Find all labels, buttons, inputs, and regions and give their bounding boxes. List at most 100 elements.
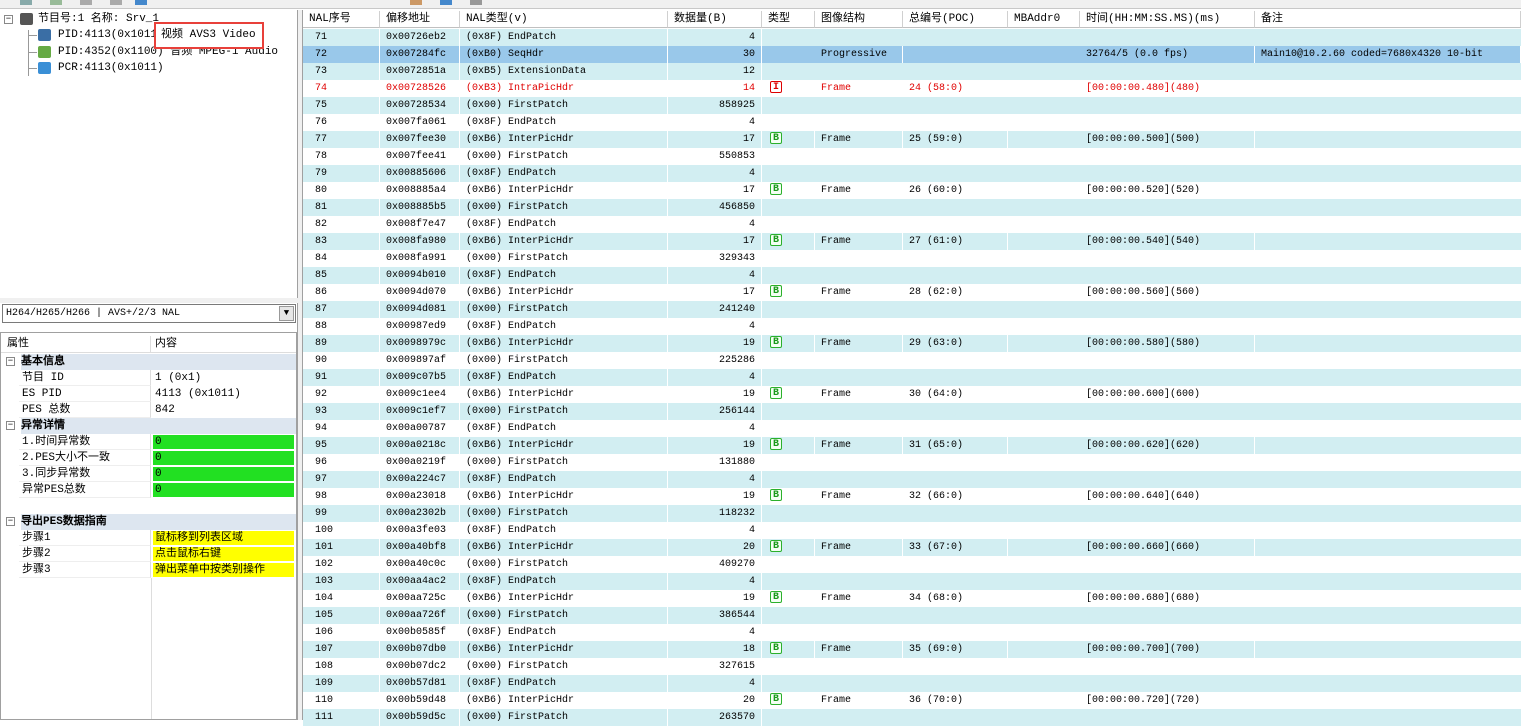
table-cell: 0x007fa061 bbox=[380, 114, 460, 131]
table-row[interactable] bbox=[303, 488, 1521, 505]
section-toggle[interactable]: − bbox=[6, 357, 15, 366]
table-row[interactable] bbox=[303, 641, 1521, 658]
column-header[interactable]: NAL类型(v) bbox=[460, 11, 668, 28]
table-row[interactable] bbox=[303, 352, 1521, 369]
dropdown[interactable]: H264/H265/H266 | AVS+/2/3 NAL ▼ bbox=[2, 304, 296, 323]
table-row[interactable] bbox=[303, 301, 1521, 318]
table-row[interactable] bbox=[303, 335, 1521, 352]
tree-item[interactable]: PCR:4113(0x1011) bbox=[58, 61, 164, 74]
column-header[interactable]: 图像结构 bbox=[815, 11, 903, 28]
section-toggle[interactable]: − bbox=[6, 517, 15, 526]
table-row[interactable] bbox=[303, 182, 1521, 199]
tool-icon[interactable] bbox=[440, 0, 452, 5]
table-row[interactable] bbox=[303, 233, 1521, 250]
tool-icon[interactable] bbox=[80, 0, 92, 5]
table-cell: 0x0072851a bbox=[380, 63, 460, 80]
table-row[interactable] bbox=[303, 46, 1521, 63]
tooltip: 视频 AVS3 Video bbox=[154, 22, 264, 49]
table-row[interactable] bbox=[303, 250, 1521, 267]
table-row[interactable] bbox=[303, 63, 1521, 80]
table-cell: (0xB3) IntraPicHdr bbox=[460, 80, 668, 97]
table-cell: 12 bbox=[668, 63, 762, 80]
table-cell: (0xB6) InterPicHdr bbox=[460, 539, 668, 556]
table-cell: 84 bbox=[303, 250, 380, 267]
table-row[interactable] bbox=[303, 573, 1521, 590]
splitter[interactable] bbox=[0, 298, 298, 303]
table-cell: 19 bbox=[668, 335, 762, 352]
table-cell: 0x00a0219f bbox=[380, 454, 460, 471]
table-cell: 32 (66:0) bbox=[903, 488, 1008, 505]
table-row[interactable] bbox=[303, 114, 1521, 131]
table-row[interactable] bbox=[303, 80, 1521, 97]
table-row[interactable] bbox=[303, 199, 1521, 216]
table-row[interactable] bbox=[303, 692, 1521, 709]
column-header[interactable]: 总编号(POC) bbox=[903, 11, 1008, 28]
table-cell: Frame bbox=[815, 131, 903, 148]
table-row[interactable] bbox=[303, 556, 1521, 573]
table-row[interactable] bbox=[303, 386, 1521, 403]
column-header[interactable]: 数据量(B) bbox=[668, 11, 762, 28]
splitter[interactable] bbox=[298, 10, 303, 720]
tree-item[interactable]: 节目号:1 名称: Srv_1 bbox=[38, 13, 160, 25]
table-row[interactable] bbox=[303, 522, 1521, 539]
tool-icon[interactable] bbox=[20, 0, 32, 5]
table-row[interactable] bbox=[303, 97, 1521, 114]
column-header[interactable]: 类型 bbox=[762, 11, 815, 28]
table-cell: I bbox=[762, 80, 815, 97]
table-row[interactable] bbox=[303, 267, 1521, 284]
table-cell: 83 bbox=[303, 233, 380, 250]
table-row[interactable] bbox=[303, 369, 1521, 386]
table-row[interactable] bbox=[303, 216, 1521, 233]
tool-icon[interactable] bbox=[50, 0, 62, 5]
dropdown-arrow[interactable]: ▼ bbox=[279, 306, 294, 321]
tree-icon bbox=[38, 29, 51, 42]
expand-toggle[interactable]: − bbox=[4, 15, 13, 24]
table-row[interactable] bbox=[303, 284, 1521, 301]
table-cell: 78 bbox=[303, 148, 380, 165]
table-cell: B bbox=[762, 335, 815, 352]
table-row[interactable] bbox=[303, 29, 1521, 46]
table-row[interactable] bbox=[303, 624, 1521, 641]
table-cell: (0xB6) InterPicHdr bbox=[460, 335, 668, 352]
table-cell: 76 bbox=[303, 114, 380, 131]
table-row[interactable] bbox=[303, 165, 1521, 182]
table-cell: 0x008f7e47 bbox=[380, 216, 460, 233]
table-row[interactable] bbox=[303, 539, 1521, 556]
tool-icon[interactable] bbox=[135, 0, 147, 5]
table-row[interactable] bbox=[303, 658, 1521, 675]
table-row[interactable] bbox=[303, 454, 1521, 471]
table-row[interactable] bbox=[303, 131, 1521, 148]
table-cell: 95 bbox=[303, 437, 380, 454]
table-row[interactable] bbox=[303, 403, 1521, 420]
tool-icon[interactable] bbox=[410, 0, 422, 5]
picture-type-badge: B bbox=[770, 642, 782, 655]
table-cell: 34 (68:0) bbox=[903, 590, 1008, 607]
column-header[interactable]: MBAddr0 bbox=[1008, 11, 1080, 28]
property-grid: 属性 内容 − 基本信息 节目 ID 1 (0x1) ES PID 4113 (0x1011)… bbox=[0, 332, 297, 720]
table-row[interactable] bbox=[303, 318, 1521, 335]
table-cell: 858925 bbox=[668, 97, 762, 114]
table-cell: 19 bbox=[668, 590, 762, 607]
table-cell: (0x8F) EndPatch bbox=[460, 267, 668, 284]
column-header[interactable]: 偏移地址 bbox=[380, 11, 460, 28]
table-row[interactable] bbox=[303, 675, 1521, 692]
column-header[interactable]: 备注 bbox=[1255, 11, 1521, 28]
table-row[interactable] bbox=[303, 437, 1521, 454]
table-cell: 0x009897af bbox=[380, 352, 460, 369]
column-header[interactable]: NAL序号 bbox=[303, 11, 380, 28]
table-row[interactable] bbox=[303, 607, 1521, 624]
table-row[interactable] bbox=[303, 148, 1521, 165]
tool-icon[interactable] bbox=[110, 0, 122, 5]
toolbar bbox=[0, 0, 1521, 9]
picture-type-badge: B bbox=[770, 234, 782, 247]
table-row[interactable] bbox=[303, 590, 1521, 607]
picture-type-badge: B bbox=[770, 438, 782, 451]
section-toggle[interactable]: − bbox=[6, 421, 15, 430]
column-header[interactable]: 时间(HH:MM:SS.MS)(ms) bbox=[1080, 11, 1255, 28]
tool-icon[interactable] bbox=[470, 0, 482, 5]
table-row[interactable] bbox=[303, 505, 1521, 522]
tree-item[interactable]: PID:4113(0x1011) bbox=[58, 29, 164, 42]
table-row[interactable] bbox=[303, 471, 1521, 488]
table-row[interactable] bbox=[303, 420, 1521, 437]
